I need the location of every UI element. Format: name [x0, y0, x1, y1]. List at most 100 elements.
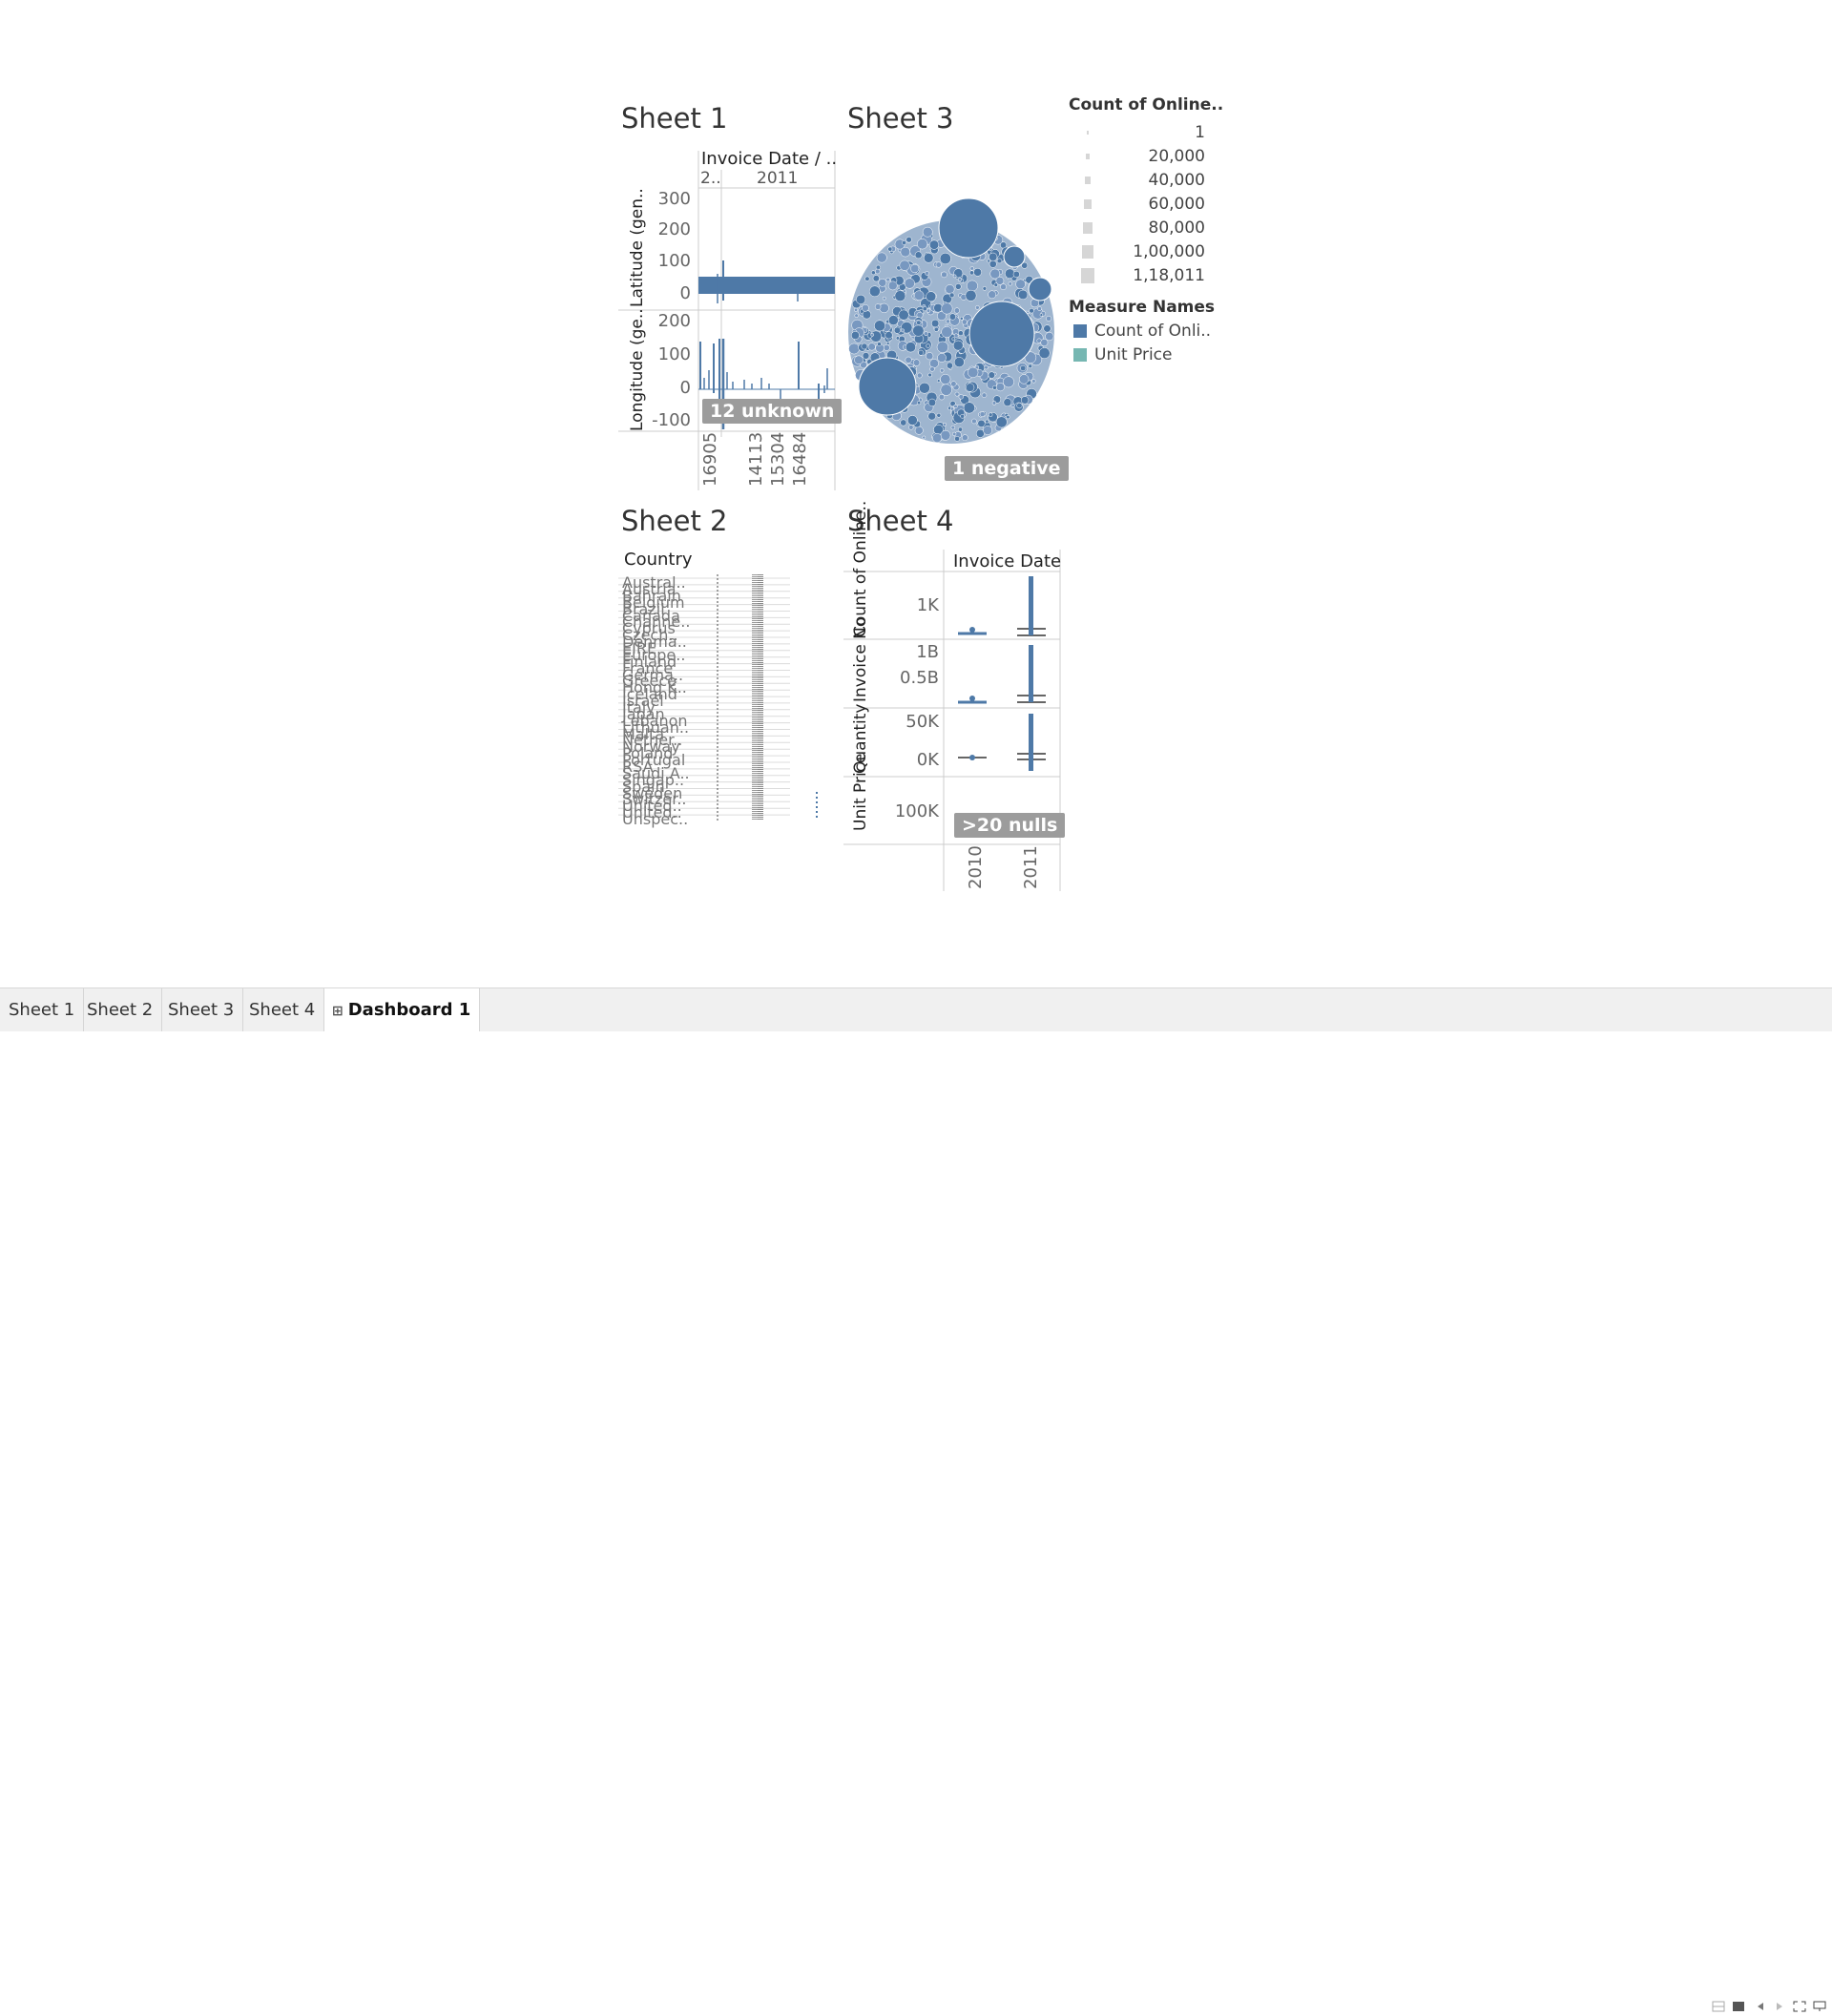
bubble-mark	[856, 294, 866, 304]
bubble-mark	[961, 434, 968, 442]
country-row-label[interactable]: Norway	[622, 738, 680, 757]
negative-badge[interactable]: 1 negative	[945, 456, 1069, 481]
country-row-label[interactable]: Austria	[622, 579, 677, 598]
country-row-label[interactable]: Iceland	[622, 685, 677, 704]
country-row-label[interactable]: Germa..	[622, 665, 684, 684]
bubble-mark	[992, 384, 997, 390]
bubble-mark	[1008, 281, 1012, 286]
sheet2-column-header[interactable]: Country	[624, 550, 693, 570]
size-legend-item[interactable]: 40,000	[1081, 169, 1215, 193]
country-row-label[interactable]: Brazil	[622, 599, 665, 618]
swatch-icon	[1073, 324, 1087, 338]
country-row-label[interactable]: Sweden	[622, 783, 683, 802]
size-legend-label: 1	[1195, 123, 1205, 142]
country-row-label[interactable]: Malta	[622, 724, 665, 743]
country-row-label[interactable]: Czech..	[622, 626, 678, 645]
color-legend-item[interactable]: Unit Price	[1073, 345, 1172, 364]
bubble-mark	[948, 313, 956, 321]
country-row-label[interactable]: RSA	[622, 758, 654, 776]
country-row-label[interactable]: Unspec..	[622, 810, 689, 829]
size-legend-item[interactable]: 1,00,000	[1081, 240, 1215, 264]
bubble-mark	[900, 419, 907, 426]
bubble-mark	[968, 366, 979, 379]
country-row-label[interactable]: Austral..	[622, 573, 686, 592]
country-row-label[interactable]: Saudi A..	[622, 763, 690, 782]
size-legend-title[interactable]: Count of Online..	[1069, 95, 1224, 114]
color-legend-title[interactable]: Measure Names	[1069, 298, 1216, 317]
bubble-mark	[935, 261, 942, 268]
next-arrow-icon[interactable]	[1773, 1998, 1786, 2010]
country-row-label[interactable]: Italy	[622, 697, 656, 717]
country-row-label[interactable]: Switzer..	[622, 790, 687, 809]
country-row-label[interactable]: France	[622, 658, 674, 677]
sheet1-column-header[interactable]: Invoice Date / ..	[701, 149, 838, 169]
country-row-label[interactable]: Europe..	[622, 645, 686, 664]
bubble-mark	[941, 271, 947, 279]
sheet4-column-header[interactable]: Invoice Date	[953, 551, 1062, 572]
grid-view-icon[interactable]	[1712, 1998, 1725, 2012]
country-row-label[interactable]: Lithuan..	[622, 717, 690, 737]
country-row-label[interactable]: Channe..	[622, 613, 691, 632]
tab-dashboard-1[interactable]: ⊞ Dashboard 1	[324, 988, 481, 1031]
size-legend-item[interactable]: 20,000	[1081, 145, 1215, 169]
sheet1-title: Sheet 1	[621, 102, 728, 135]
country-row-label[interactable]: Spain	[622, 777, 665, 796]
country-row-label[interactable]: Denma..	[622, 633, 687, 651]
bubble-mark	[969, 270, 974, 276]
bubble-mark	[887, 315, 899, 325]
row-tick: 0.5B	[900, 668, 939, 688]
bubble-mark	[1039, 313, 1044, 317]
filmstrip-icon[interactable]	[1732, 1998, 1745, 2011]
bubble-mark	[858, 357, 917, 416]
bubble-mark	[894, 290, 906, 302]
size-legend-item[interactable]: 1	[1081, 121, 1215, 145]
bubble-mark	[867, 343, 876, 351]
bubble-mark	[995, 383, 1005, 392]
sheet4-chart[interactable]: Invoice Date Count of Online.. Invoice N…	[843, 501, 1066, 893]
country-row-label[interactable]: United..	[622, 797, 682, 816]
country-row-label[interactable]: Singap..	[622, 770, 685, 789]
bubble-mark	[861, 343, 868, 350]
country-row-label[interactable]: Bahrain	[622, 586, 681, 605]
bubble-mark	[985, 419, 989, 424]
country-row-label[interactable]: Canada	[622, 606, 680, 625]
country-row-label[interactable]: Nether..	[622, 731, 683, 750]
bubble-mark	[1020, 396, 1030, 405]
size-legend-item[interactable]: 80,000	[1081, 217, 1215, 240]
country-row-label[interactable]: Hong K..	[622, 678, 687, 697]
bubble-mark	[899, 260, 910, 271]
country-row-label[interactable]: Portugal	[622, 751, 686, 770]
country-row-label[interactable]: Belgium	[622, 592, 685, 612]
country-row-label[interactable]: Israel	[622, 692, 664, 711]
country-table[interactable]: Austral.. Austria Bahrain Belgium Brazil Cana…	[618, 571, 836, 828]
sheet1-chart[interactable]: Invoice Date / .. 2.. 2011 Latitude (gen…	[618, 143, 843, 490]
bubble-mark	[979, 411, 986, 418]
tab-sheet-3[interactable]: Sheet 3	[159, 988, 244, 1031]
nulls-badge[interactable]: >20 nulls	[954, 813, 1066, 838]
bubble-mark	[940, 373, 951, 385]
size-legend-item[interactable]: 60,000	[1081, 193, 1215, 217]
sheet3-bubble-chart[interactable]: 1 negative	[843, 191, 1069, 481]
bubble-mark	[929, 366, 935, 372]
country-row-label[interactable]: Poland	[622, 744, 674, 763]
country-row-label[interactable]: United..	[622, 803, 682, 822]
bubble-mark	[906, 415, 918, 426]
tab-sheet-4[interactable]: Sheet 4	[240, 988, 325, 1031]
bubble-mark	[919, 382, 930, 394]
color-legend-item[interactable]: Count of Onli..	[1073, 322, 1211, 341]
presentation-icon[interactable]	[1813, 1998, 1826, 2011]
tab-sheet-2[interactable]: Sheet 2	[78, 988, 163, 1031]
tab-sheet-1[interactable]: Sheet 1	[0, 988, 85, 1031]
country-row-label[interactable]: Cyprus	[622, 619, 676, 638]
country-row-label[interactable]: Japan	[622, 704, 665, 723]
size-legend-item[interactable]: 1,18,011	[1081, 264, 1215, 288]
country-row-label[interactable]: Lebanon	[622, 711, 688, 730]
previous-arrow-icon[interactable]	[1754, 1998, 1767, 2010]
bubble-mark	[991, 401, 997, 405]
country-row-label[interactable]: Finland	[622, 652, 677, 671]
country-row-label[interactable]: EIRE	[622, 638, 657, 657]
lon-tick: 100	[657, 344, 691, 364]
fullscreen-icon[interactable]	[1793, 1998, 1806, 2012]
unknown-badge[interactable]: 12 unknown	[702, 399, 843, 424]
country-row-label[interactable]: Greece	[622, 672, 677, 691]
